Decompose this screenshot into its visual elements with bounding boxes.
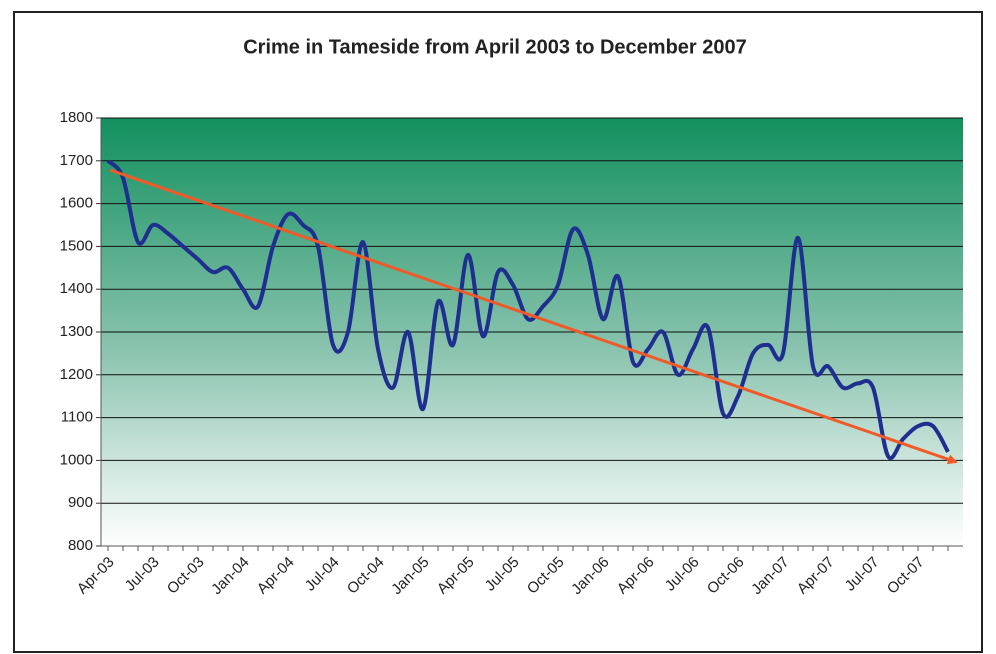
- x-tick-label: Oct-05: [524, 554, 568, 598]
- x-tick-label: Jul-05: [482, 554, 523, 595]
- x-tick-label: Oct-04: [344, 554, 388, 598]
- y-tick-label: 1000: [60, 451, 93, 468]
- x-tick-label: Jul-04: [302, 554, 343, 595]
- x-tick-label: Oct-07: [884, 554, 928, 598]
- x-tick-label: Jan-06: [568, 554, 612, 598]
- y-tick-label: 1400: [60, 280, 93, 297]
- x-tick-label: Oct-03: [164, 554, 208, 598]
- x-tick-label: Jul-03: [122, 554, 163, 595]
- x-tick-label: Jan-07: [748, 554, 792, 598]
- x-tick-label: Oct-06: [704, 554, 748, 598]
- x-tick-label: Apr-05: [434, 554, 478, 598]
- y-tick-label: 1500: [60, 237, 93, 254]
- frame: [13, 11, 983, 653]
- x-tick-label: Jul-06: [662, 554, 703, 595]
- x-tick-label: Apr-04: [254, 554, 298, 598]
- y-tick-label: 1600: [60, 195, 93, 212]
- y-tick-label: 900: [68, 494, 93, 511]
- y-tick-label: 800: [68, 537, 93, 554]
- x-tick-label: Apr-03: [74, 554, 118, 598]
- x-tick-label: Jul-07: [842, 554, 883, 595]
- y-tick-label: 1300: [60, 323, 93, 340]
- y-tick-label: 1800: [60, 109, 93, 126]
- y-tick-label: 1100: [61, 409, 93, 426]
- x-tick-label: Jan-04: [208, 554, 252, 598]
- x-tick-label: Jan-05: [388, 554, 432, 598]
- trend-arrow: [109, 168, 958, 465]
- y-tick-label: 1200: [60, 366, 93, 383]
- y-tick-label: 1700: [60, 152, 93, 169]
- x-tick-label: Apr-06: [614, 554, 658, 598]
- x-tick-label: Apr-07: [794, 554, 838, 598]
- chart-title: Crime in Tameside from April 2003 to Dec…: [243, 36, 747, 58]
